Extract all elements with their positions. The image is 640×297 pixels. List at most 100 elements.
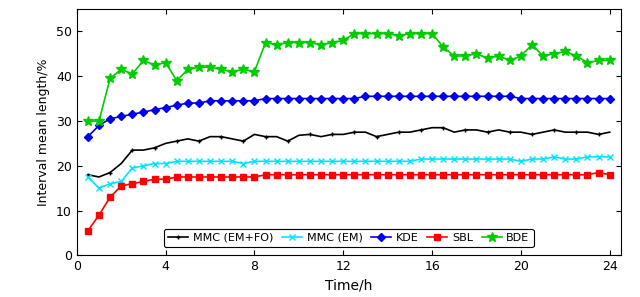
MMC (EM) <box>218 159 225 163</box>
MMC (EM) <box>328 159 336 163</box>
MMC (EM) <box>439 157 447 161</box>
BDE <box>228 70 236 73</box>
MMC (EM+FO) <box>184 137 191 141</box>
MMC (EM+FO) <box>372 135 380 138</box>
MMC (EM+FO) <box>251 133 259 136</box>
MMC (EM) <box>195 159 203 163</box>
KDE <box>218 99 225 102</box>
BDE <box>439 45 447 49</box>
BDE <box>406 32 413 35</box>
BDE <box>561 50 569 53</box>
BDE <box>317 43 325 47</box>
KDE <box>472 94 480 98</box>
MMC (EM+FO) <box>428 126 436 129</box>
KDE <box>228 99 236 102</box>
Line: BDE: BDE <box>83 29 614 126</box>
BDE <box>150 63 158 67</box>
KDE <box>351 97 358 100</box>
SBL <box>129 182 136 186</box>
BDE <box>295 41 303 44</box>
Line: MMC (EM+FO): MMC (EM+FO) <box>86 125 612 179</box>
KDE <box>495 94 502 98</box>
MMC (EM+FO) <box>218 135 225 138</box>
SBL <box>417 173 425 176</box>
BDE <box>595 59 602 62</box>
Y-axis label: Interval mean length/%: Interval mean length/% <box>37 59 51 206</box>
MMC (EM+FO) <box>550 128 558 132</box>
BDE <box>173 79 180 82</box>
BDE <box>573 54 580 58</box>
SBL <box>95 213 103 217</box>
KDE <box>184 101 191 105</box>
MMC (EM) <box>284 159 292 163</box>
SBL <box>506 173 514 176</box>
BDE <box>106 77 114 80</box>
SBL <box>317 173 325 176</box>
MMC (EM) <box>561 157 569 161</box>
KDE <box>206 99 214 102</box>
MMC (EM) <box>595 155 602 159</box>
MMC (EM+FO) <box>328 133 336 136</box>
MMC (EM) <box>573 157 580 161</box>
MMC (EM) <box>428 157 436 161</box>
SBL <box>284 173 292 176</box>
MMC (EM) <box>584 155 591 159</box>
KDE <box>550 97 558 100</box>
MMC (EM) <box>306 159 314 163</box>
BDE <box>384 32 392 35</box>
MMC (EM) <box>262 159 269 163</box>
MMC (EM) <box>406 159 413 163</box>
KDE <box>262 97 269 100</box>
SBL <box>84 229 92 233</box>
SBL <box>584 173 591 176</box>
MMC (EM+FO) <box>584 130 591 134</box>
KDE <box>117 115 125 118</box>
SBL <box>561 173 569 176</box>
MMC (EM) <box>239 162 247 165</box>
MMC (EM+FO) <box>106 171 114 174</box>
MMC (EM+FO) <box>395 130 403 134</box>
BDE <box>328 41 336 44</box>
MMC (EM+FO) <box>239 139 247 143</box>
KDE <box>362 94 369 98</box>
KDE <box>195 101 203 105</box>
MMC (EM) <box>162 162 170 165</box>
BDE <box>284 41 292 44</box>
KDE <box>451 94 458 98</box>
BDE <box>84 119 92 123</box>
SBL <box>372 173 380 176</box>
MMC (EM) <box>472 157 480 161</box>
MMC (EM) <box>517 159 525 163</box>
MMC (EM) <box>372 159 380 163</box>
MMC (EM) <box>461 157 469 161</box>
KDE <box>129 113 136 116</box>
SBL <box>428 173 436 176</box>
MMC (EM+FO) <box>150 146 158 150</box>
MMC (EM+FO) <box>528 133 536 136</box>
KDE <box>162 106 170 109</box>
MMC (EM+FO) <box>306 133 314 136</box>
SBL <box>495 173 502 176</box>
KDE <box>328 97 336 100</box>
SBL <box>162 177 170 181</box>
BDE <box>362 32 369 35</box>
SBL <box>550 173 558 176</box>
MMC (EM+FO) <box>262 135 269 138</box>
SBL <box>218 175 225 179</box>
KDE <box>584 97 591 100</box>
KDE <box>406 94 413 98</box>
BDE <box>484 56 492 60</box>
MMC (EM) <box>351 159 358 163</box>
MMC (EM+FO) <box>561 130 569 134</box>
BDE <box>540 54 547 58</box>
SBL <box>384 173 392 176</box>
BDE <box>206 65 214 69</box>
KDE <box>372 94 380 98</box>
BDE <box>239 68 247 71</box>
MMC (EM) <box>606 155 614 159</box>
MMC (EM) <box>184 159 191 163</box>
KDE <box>428 94 436 98</box>
BDE <box>218 68 225 71</box>
SBL <box>451 173 458 176</box>
MMC (EM) <box>129 166 136 170</box>
